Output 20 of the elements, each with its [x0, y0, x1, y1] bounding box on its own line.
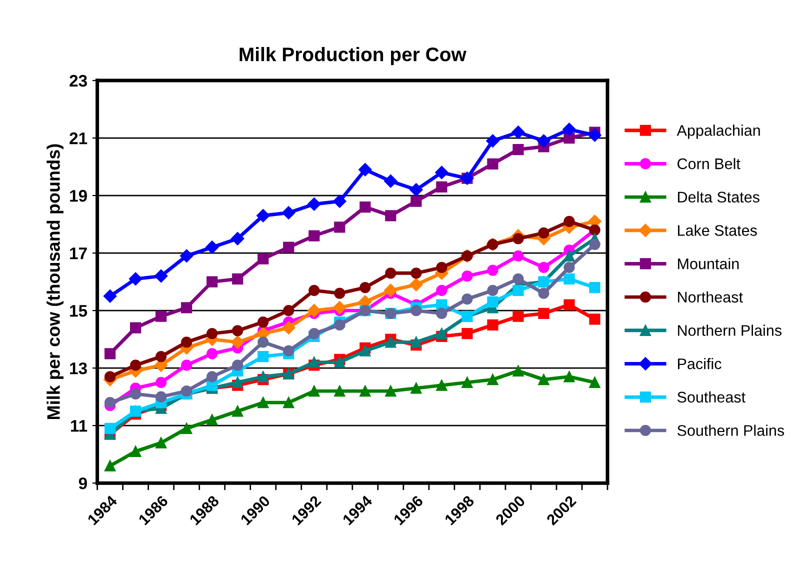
legend-label: Pacific [678, 358, 722, 370]
legend-label: Appalachian [676, 124, 760, 139]
y-tick-label: 15 [70, 305, 88, 317]
legend-label: Lake States [678, 224, 757, 236]
legend-label: Southern Plains [677, 424, 784, 436]
y-tick-label: 17 [70, 248, 87, 260]
y-tick-label: 13 [70, 362, 87, 374]
legend-label: Southeast [677, 391, 746, 403]
legend-label: Northern Plains [678, 324, 782, 336]
y-tick-label: 19 [70, 190, 87, 202]
y-tick-label: 11 [71, 420, 88, 432]
legend-label: Northeast [678, 291, 743, 303]
y-tick-label: 9 [78, 477, 87, 490]
y-axis-title: Milk per cow (thousand pounds) [46, 144, 64, 420]
legend-label: Corn Belt [678, 158, 740, 170]
y-tick-label: 23 [70, 74, 87, 87]
chart-title: Milk Production per Cow [240, 46, 466, 66]
legend-label: Mountain [678, 258, 739, 270]
y-tick-label: 21 [70, 132, 88, 144]
legend-label: Delta States [678, 191, 760, 203]
